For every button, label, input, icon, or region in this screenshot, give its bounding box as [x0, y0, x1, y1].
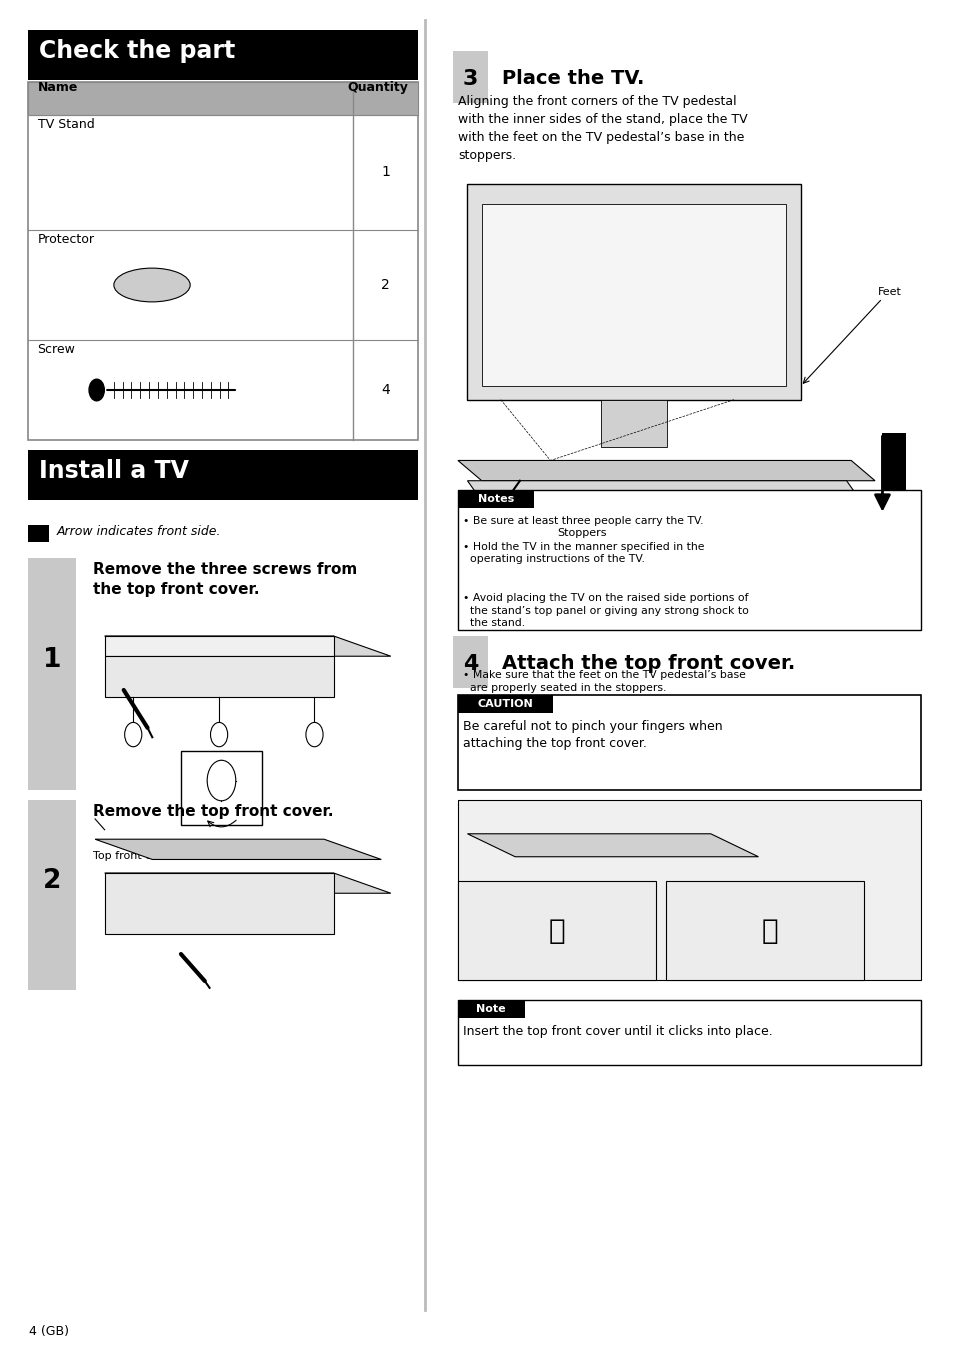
FancyBboxPatch shape: [453, 636, 488, 688]
Text: 2: 2: [381, 278, 390, 292]
FancyBboxPatch shape: [457, 490, 534, 508]
Text: Stoppers: Stoppers: [557, 528, 606, 538]
Text: Attach the top front cover.: Attach the top front cover.: [502, 654, 795, 673]
Circle shape: [125, 723, 142, 747]
Polygon shape: [105, 657, 334, 697]
FancyBboxPatch shape: [600, 400, 667, 447]
Polygon shape: [105, 636, 334, 657]
Text: CAUTION: CAUTION: [477, 698, 533, 709]
FancyBboxPatch shape: [467, 184, 800, 400]
Polygon shape: [457, 461, 874, 481]
Text: Screw: Screw: [37, 343, 75, 357]
FancyBboxPatch shape: [28, 82, 417, 440]
FancyBboxPatch shape: [181, 751, 262, 825]
FancyBboxPatch shape: [882, 434, 905, 515]
Text: Install a TV: Install a TV: [39, 459, 189, 482]
Text: Place the TV.: Place the TV.: [502, 69, 644, 88]
Text: • Be sure at least three people carry the TV.: • Be sure at least three people carry th…: [462, 516, 702, 526]
Text: • Make sure that the feet on the TV pedestal’s base
  are properly seated in the: • Make sure that the feet on the TV pede…: [462, 670, 745, 693]
FancyBboxPatch shape: [457, 881, 656, 979]
Text: TV Stand: TV Stand: [37, 118, 94, 131]
Circle shape: [89, 380, 104, 401]
FancyBboxPatch shape: [457, 800, 920, 979]
Polygon shape: [105, 873, 391, 893]
FancyBboxPatch shape: [457, 694, 553, 713]
Text: Note: Note: [476, 1004, 506, 1015]
FancyBboxPatch shape: [28, 450, 417, 500]
Text: Feet: Feet: [877, 286, 901, 297]
Text: Aligning the front corners of the TV pedestal
with the inner sides of the stand,: Aligning the front corners of the TV ped…: [457, 95, 747, 162]
Circle shape: [211, 723, 228, 747]
Polygon shape: [105, 636, 391, 657]
Text: Remove the top front cover.: Remove the top front cover.: [93, 804, 334, 819]
FancyBboxPatch shape: [28, 524, 49, 542]
Text: Check the part: Check the part: [39, 39, 235, 63]
Text: Arrow indicates front side.: Arrow indicates front side.: [56, 524, 221, 538]
Text: 1: 1: [380, 166, 390, 180]
Ellipse shape: [113, 267, 190, 301]
Text: 1: 1: [43, 647, 61, 674]
Text: 4: 4: [381, 382, 390, 397]
Text: Protector: Protector: [37, 232, 94, 246]
Text: Remove the three screws from
the top front cover.: Remove the three screws from the top fro…: [93, 562, 357, 597]
Text: Top front cover: Top front cover: [93, 851, 176, 862]
FancyBboxPatch shape: [481, 204, 785, 386]
Text: Quantity: Quantity: [347, 81, 408, 93]
Text: 4 (GB): 4 (GB): [29, 1325, 69, 1337]
Text: Name: Name: [37, 81, 78, 93]
FancyBboxPatch shape: [457, 694, 920, 790]
FancyBboxPatch shape: [457, 1000, 920, 1065]
Text: ✋: ✋: [760, 917, 778, 946]
Text: ✋: ✋: [548, 917, 565, 946]
Text: 4: 4: [462, 654, 477, 674]
Text: • Avoid placing the TV on the raised side portions of
  the stand’s top panel or: • Avoid placing the TV on the raised sid…: [462, 593, 748, 628]
Text: 2: 2: [43, 869, 61, 894]
Polygon shape: [105, 873, 334, 934]
Polygon shape: [467, 481, 864, 508]
Polygon shape: [467, 834, 758, 857]
Text: Be careful not to pinch your fingers when
attaching the top front cover.: Be careful not to pinch your fingers whe…: [462, 720, 721, 750]
Polygon shape: [95, 839, 381, 859]
FancyBboxPatch shape: [457, 1000, 524, 1019]
FancyBboxPatch shape: [453, 51, 488, 103]
FancyBboxPatch shape: [457, 490, 920, 630]
Text: Insert the top front cover until it clicks into place.: Insert the top front cover until it clic…: [462, 1025, 772, 1038]
FancyBboxPatch shape: [28, 30, 417, 80]
FancyBboxPatch shape: [28, 558, 76, 790]
FancyBboxPatch shape: [28, 800, 76, 990]
FancyBboxPatch shape: [665, 881, 863, 979]
Text: • Hold the TV in the manner specified in the
  operating instructions of the TV.: • Hold the TV in the manner specified in…: [462, 542, 703, 565]
Circle shape: [306, 723, 323, 747]
Text: 3: 3: [462, 69, 477, 89]
Circle shape: [207, 761, 235, 801]
FancyBboxPatch shape: [28, 82, 417, 115]
Text: Notes: Notes: [477, 494, 514, 504]
